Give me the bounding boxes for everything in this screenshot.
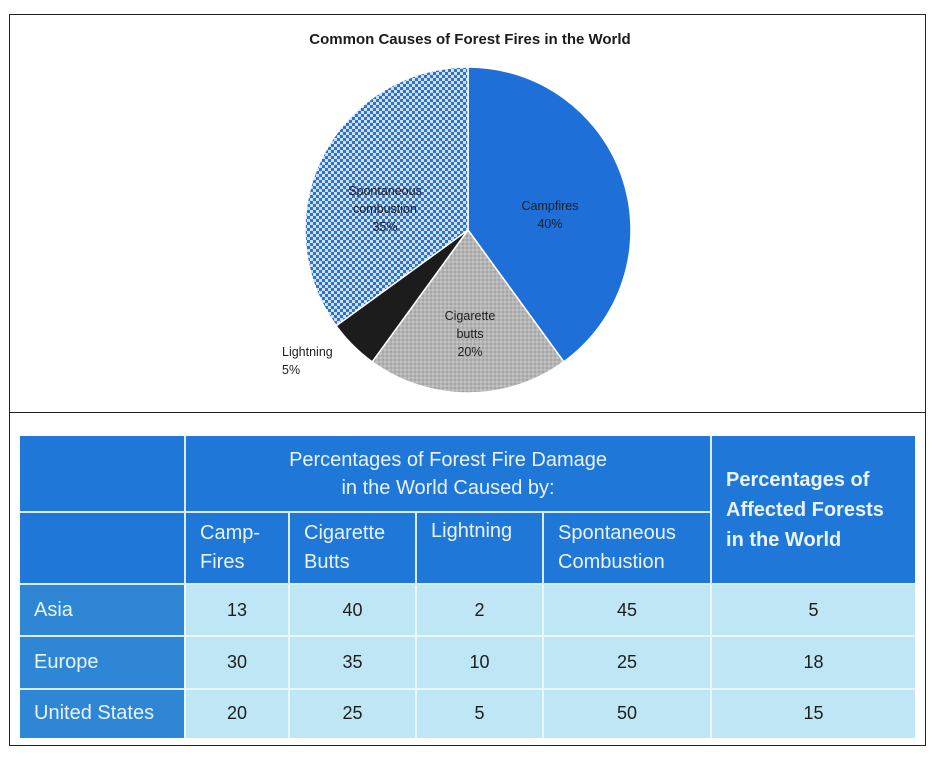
pie-slice-spontaneous-combustion xyxy=(304,66,469,327)
value-cell: 30 xyxy=(184,637,288,690)
column-header-campfires: Camp- Fires xyxy=(184,513,288,585)
value-cell: 45 xyxy=(542,585,711,638)
pie-label-line: Lightning xyxy=(282,345,333,359)
pie-slice-cigarette-butts xyxy=(371,228,565,394)
table-corner-lower xyxy=(20,513,184,585)
value-cell: 5 xyxy=(415,689,542,738)
pie-chart: Common Causes of Forest Fires in the Wor… xyxy=(282,31,632,394)
pie-label-lightning: Lightning 5% xyxy=(282,345,333,377)
pie-label-campfires: Campfires 40% xyxy=(522,199,579,231)
group-header-line-1: Percentages of Forest Fire Damage xyxy=(289,448,607,471)
pie-label-line: Cigarette xyxy=(445,309,496,323)
pie-slice-campfires xyxy=(467,66,632,363)
value-cell: 25 xyxy=(542,637,711,690)
pie-label-cigarette-butts: Cigarette butts 20% xyxy=(445,309,496,359)
section-divider xyxy=(9,412,926,413)
value-cell: 50 xyxy=(542,689,711,738)
value-cell: 25 xyxy=(288,689,415,738)
column-header-spontaneous-combustion: Spontaneous Combustion xyxy=(542,513,711,585)
table-row-united-states: United States 20 25 5 50 15 xyxy=(20,689,916,738)
pie-label-line: 40% xyxy=(537,217,562,231)
column-header-line: Lightning xyxy=(431,520,513,542)
value-cell: 2 xyxy=(415,585,542,638)
affected-cell: 15 xyxy=(710,689,916,738)
value-cell: 35 xyxy=(288,637,415,690)
group-header: Percentages of Forest Fire Damage in the… xyxy=(184,436,711,513)
pie-slices xyxy=(304,66,632,394)
value-cell: 10 xyxy=(415,637,542,690)
pie-label-line: combustion xyxy=(353,202,417,216)
group-header-line-2: in the World Caused by: xyxy=(341,476,555,499)
affected-header-line-2: Affected Forests xyxy=(726,498,884,521)
pie-title: Common Causes of Forest Fires in the Wor… xyxy=(309,31,630,48)
pie-label-spontaneous-combustion: Spontaneous combustion 35% xyxy=(348,184,422,234)
column-header-line: Cigarette xyxy=(304,522,386,544)
affected-forests-header: Percentages of Affected Forests in the W… xyxy=(710,436,916,585)
pie-label-line: Campfires xyxy=(522,199,579,213)
value-cell: 40 xyxy=(288,585,415,638)
pie-label-line: 20% xyxy=(457,345,482,359)
table-corner xyxy=(20,436,184,513)
pie-label-line: butts xyxy=(456,327,483,341)
affected-cell: 5 xyxy=(710,585,916,638)
pie-labels: Campfires 40% Cigarette butts 20% Lightning 5%… xyxy=(282,184,578,377)
value-cell: 20 xyxy=(184,689,288,738)
row-label: United States xyxy=(20,689,184,738)
pie-label-line: 5% xyxy=(282,363,300,377)
affected-cell: 18 xyxy=(710,637,916,690)
column-header-lightning: Lightning xyxy=(415,513,542,585)
value-cell: 13 xyxy=(184,585,288,638)
table-row-asia: Asia 13 40 2 45 5 xyxy=(20,585,916,638)
column-header-line: Combustion xyxy=(558,551,665,573)
column-header-line: Spontaneous xyxy=(558,522,676,544)
pie-label-line: Spontaneous xyxy=(348,184,422,198)
damage-table-container: Percentages of Forest Fire Damage in the… xyxy=(20,436,916,738)
table-row-europe: Europe 30 35 10 25 18 xyxy=(20,637,916,690)
damage-table: Percentages of Forest Fire Damage in the… xyxy=(20,436,916,738)
row-label: Europe xyxy=(20,637,184,690)
affected-header-line-1: Percentages of xyxy=(726,468,870,491)
column-header-line: Butts xyxy=(304,551,350,573)
column-header-line: Camp- xyxy=(200,522,261,544)
pie-label-line: 35% xyxy=(372,220,397,234)
column-header-line: Fires xyxy=(200,551,245,573)
row-label: Asia xyxy=(20,585,184,638)
figure-frame xyxy=(9,14,926,746)
affected-header-line-3: in the World xyxy=(726,528,842,551)
column-header-cigarette-butts: Cigarette Butts xyxy=(288,513,415,585)
